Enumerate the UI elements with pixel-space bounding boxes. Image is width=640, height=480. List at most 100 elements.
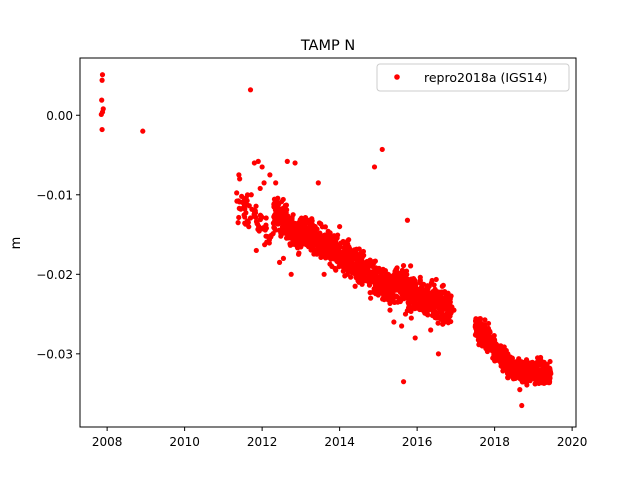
data-point xyxy=(490,343,496,349)
data-point xyxy=(395,299,401,305)
data-point xyxy=(257,185,263,192)
data-point xyxy=(482,317,488,323)
data-point xyxy=(301,218,307,225)
data-point xyxy=(266,235,272,241)
data-point xyxy=(429,277,435,284)
data-point xyxy=(425,294,431,300)
data-point xyxy=(319,251,325,258)
data-point xyxy=(357,254,363,260)
data-point xyxy=(406,294,412,301)
data-point xyxy=(451,307,457,313)
data-point xyxy=(292,160,298,166)
data-point xyxy=(332,254,338,260)
data-point xyxy=(306,217,312,223)
data-point xyxy=(431,282,437,288)
data-point xyxy=(400,263,407,269)
data-point xyxy=(345,238,351,244)
data-point xyxy=(493,351,500,357)
data-point xyxy=(523,357,530,363)
data-point xyxy=(532,371,538,377)
data-point xyxy=(544,379,550,385)
data-point xyxy=(324,254,330,260)
data-point xyxy=(344,271,350,277)
data-point xyxy=(408,283,414,289)
data-point xyxy=(402,280,408,287)
data-point xyxy=(329,263,335,269)
y-tick-label: −0.03 xyxy=(36,347,73,361)
data-point xyxy=(253,203,259,209)
data-point xyxy=(394,287,400,293)
data-point xyxy=(316,220,323,226)
data-point xyxy=(293,236,299,242)
data-point xyxy=(251,213,257,219)
data-point xyxy=(252,208,258,214)
data-point xyxy=(271,204,277,210)
data-point xyxy=(325,243,331,250)
y-tick-label: 0.00 xyxy=(46,109,73,123)
data-point xyxy=(290,212,296,218)
data-point xyxy=(537,354,544,361)
data-point xyxy=(273,217,279,223)
data-point xyxy=(280,196,286,203)
data-point xyxy=(140,128,146,134)
data-point xyxy=(387,307,393,313)
data-point xyxy=(517,387,523,393)
data-point xyxy=(352,283,358,289)
data-point xyxy=(236,214,242,221)
y-axis: 0.00 −0.01 −0.02 −0.03 xyxy=(36,109,80,361)
data-point xyxy=(99,77,105,83)
data-point xyxy=(513,359,519,365)
data-point xyxy=(234,190,240,196)
data-point xyxy=(417,289,424,295)
data-point xyxy=(263,215,269,221)
data-point xyxy=(503,357,510,363)
data-point xyxy=(380,266,386,272)
x-tick-label: 2008 xyxy=(92,435,123,449)
data-point xyxy=(439,283,445,289)
data-point xyxy=(288,271,294,277)
data-point xyxy=(413,302,419,308)
data-point xyxy=(99,126,105,133)
data-point xyxy=(417,277,423,283)
data-point xyxy=(273,180,279,186)
data-point xyxy=(519,402,525,409)
data-point xyxy=(528,363,534,369)
data-point xyxy=(353,274,359,280)
data-point xyxy=(321,271,327,277)
data-point xyxy=(254,221,260,227)
data-point xyxy=(306,243,312,250)
data-point xyxy=(426,304,433,310)
data-point xyxy=(426,283,432,289)
y-tick-label: −0.02 xyxy=(36,268,73,282)
data-point xyxy=(322,224,328,230)
data-points xyxy=(98,72,554,409)
data-point xyxy=(337,223,343,230)
data-point xyxy=(364,263,370,269)
data-point xyxy=(234,198,240,204)
data-point xyxy=(309,231,316,238)
data-point xyxy=(519,372,525,379)
data-point xyxy=(524,367,531,373)
data-point xyxy=(375,287,381,293)
data-point xyxy=(368,295,374,301)
data-point xyxy=(255,158,261,164)
data-point xyxy=(429,298,435,304)
data-point xyxy=(431,303,438,309)
data-point xyxy=(256,228,262,234)
data-point xyxy=(340,255,347,262)
data-point xyxy=(447,295,453,301)
data-point xyxy=(518,367,525,373)
x-axis: 2008 2010 2012 2014 2016 2018 2020 xyxy=(92,427,587,449)
data-point xyxy=(391,319,397,325)
data-point xyxy=(440,321,446,327)
data-point xyxy=(497,355,504,361)
data-point xyxy=(380,279,386,286)
data-point xyxy=(318,237,324,243)
x-tick-label: 2014 xyxy=(324,435,355,449)
data-point xyxy=(263,225,269,231)
data-point xyxy=(259,214,265,220)
x-tick-label: 2010 xyxy=(169,435,200,449)
data-point xyxy=(443,311,449,317)
data-point xyxy=(273,212,279,219)
data-point xyxy=(275,200,281,206)
